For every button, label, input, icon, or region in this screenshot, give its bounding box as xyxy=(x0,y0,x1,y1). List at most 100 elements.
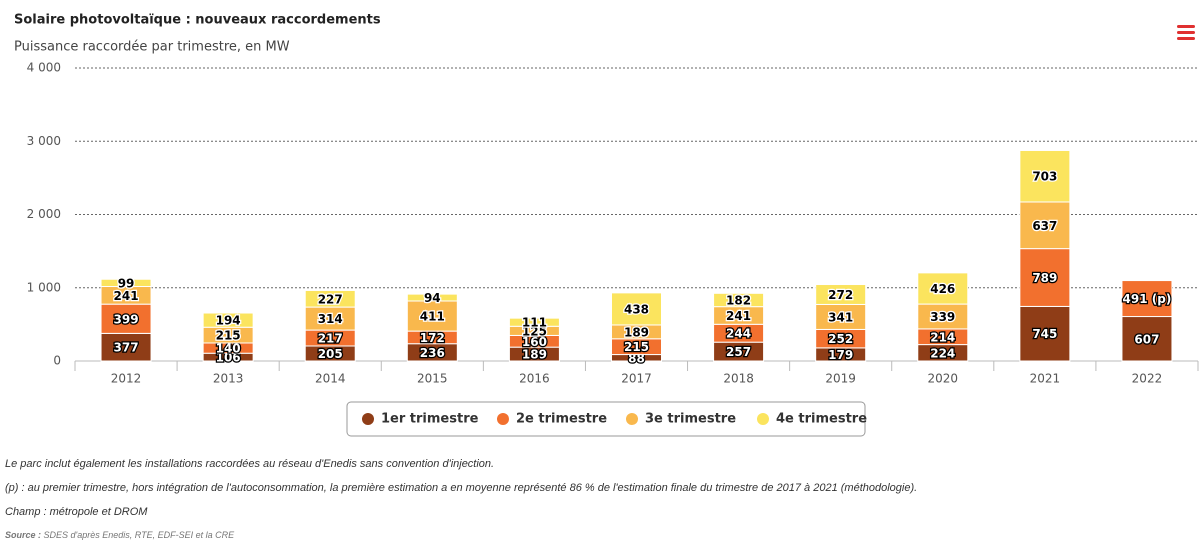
data-label: 252 xyxy=(828,332,853,346)
x-tick-label: 2017 xyxy=(621,372,652,386)
bar-segment xyxy=(1019,201,1071,250)
menu-icon[interactable] xyxy=(1177,25,1195,40)
data-label: 272 xyxy=(828,288,853,302)
data-label: 111 xyxy=(522,316,547,330)
data-label: 140 xyxy=(216,342,241,356)
x-tick-label: 2021 xyxy=(1030,372,1061,386)
data-label: 179 xyxy=(828,348,853,362)
data-label: 314 xyxy=(318,312,343,326)
chart: Solaire photovoltaïque : nouveaux raccor… xyxy=(14,13,1199,437)
note: (p) : au premier trimestre, hors intégra… xyxy=(5,482,918,494)
legend-box xyxy=(346,401,866,437)
legend-item[interactable]: 4e trimestre xyxy=(757,412,867,427)
data-label: 241 xyxy=(726,309,751,323)
bar-segment xyxy=(1019,305,1071,362)
bar-segment xyxy=(406,293,458,302)
data-label: 214 xyxy=(930,330,955,344)
data-label: 189 xyxy=(624,325,649,339)
data-label: 341 xyxy=(828,310,853,324)
data-label: 789 xyxy=(1032,271,1057,285)
legend-marker xyxy=(626,413,638,425)
data-label: 607 xyxy=(1134,332,1159,346)
data-label: 205 xyxy=(318,347,343,361)
legend-marker xyxy=(362,413,374,425)
data-label: 236 xyxy=(420,346,445,360)
y-tick-label: 2 000 xyxy=(27,207,61,221)
y-tick-label: 3 000 xyxy=(27,134,61,148)
legend-label: 3e trimestre xyxy=(645,412,736,427)
legend-item[interactable]: 1er trimestre xyxy=(362,412,479,427)
menu-bar xyxy=(1177,25,1195,28)
data-label: 244 xyxy=(726,327,751,341)
x-tick-label: 2014 xyxy=(315,372,346,386)
y-tick-label: 4 000 xyxy=(27,61,61,75)
data-label: 491 (p) xyxy=(1123,292,1172,306)
chart-subtitle: Puissance raccordée par trimestre, en MW xyxy=(14,40,290,55)
legend-label: 1er trimestre xyxy=(381,412,479,427)
data-label: 215 xyxy=(624,340,649,354)
legend-item[interactable]: 3e trimestre xyxy=(626,412,736,427)
y-tick-label: 0 xyxy=(53,354,61,368)
x-tick-label: 2019 xyxy=(825,372,856,386)
data-label: 241 xyxy=(114,289,139,303)
bar-segment xyxy=(815,284,867,305)
bar-segment xyxy=(1121,280,1173,318)
data-label: 411 xyxy=(420,310,445,324)
x-tick-label: 2018 xyxy=(723,372,754,386)
bar-segment xyxy=(1019,149,1071,203)
data-label: 703 xyxy=(1032,170,1057,184)
source: Source : SDES d'après Enedis, RTE, EDF-S… xyxy=(5,530,234,540)
data-label: 172 xyxy=(420,331,445,345)
data-label: 215 xyxy=(216,329,241,343)
data-label: 194 xyxy=(216,314,241,328)
data-label: 99 xyxy=(118,276,135,290)
data-label: 745 xyxy=(1032,327,1057,341)
y-tick-label: 1 000 xyxy=(27,280,61,294)
data-label: 438 xyxy=(624,302,649,316)
legend-marker xyxy=(757,413,769,425)
data-label: 399 xyxy=(114,312,139,326)
data-label: 339 xyxy=(930,310,955,324)
data-label: 227 xyxy=(318,292,343,306)
bar-segment xyxy=(406,300,458,332)
menu-bar xyxy=(1177,37,1195,40)
data-label: 637 xyxy=(1032,219,1057,233)
x-tick-label: 2013 xyxy=(213,372,244,386)
source-text: SDES d'après Enedis, RTE, EDF-SEI et la … xyxy=(43,530,235,540)
data-label: 257 xyxy=(726,345,751,359)
x-tick-label: 2015 xyxy=(417,372,448,386)
bar-segment xyxy=(713,292,765,308)
legend-label: 2e trimestre xyxy=(516,412,607,427)
bar-segment xyxy=(100,303,152,334)
legend-item[interactable]: 2e trimestre xyxy=(497,412,607,427)
data-label: 94 xyxy=(424,291,441,305)
bar-segment xyxy=(611,292,662,326)
legend-label: 4e trimestre xyxy=(776,412,867,427)
bar-segment xyxy=(1121,316,1173,362)
x-tick-label: 2022 xyxy=(1132,372,1163,386)
data-label: 217 xyxy=(318,332,343,346)
bar-segment xyxy=(508,317,560,327)
x-tick-label: 2020 xyxy=(927,372,958,386)
legend: 1er trimestre 2e trimestre 3e trimestre 4e … xyxy=(346,401,867,437)
chart-title: Solaire photovoltaïque : nouveaux raccor… xyxy=(14,13,381,28)
data-label: 426 xyxy=(930,282,955,296)
note: Le parc inclut également les installatio… xyxy=(5,458,495,470)
legend-marker xyxy=(497,413,509,425)
source-label: Source : xyxy=(5,530,42,540)
bar-segment xyxy=(100,278,152,288)
x-tick-label: 2016 xyxy=(519,372,550,386)
data-label: 189 xyxy=(522,348,547,362)
data-label: 224 xyxy=(930,346,955,360)
data-label: 125 xyxy=(522,324,547,338)
x-tick-label: 2012 xyxy=(111,372,142,386)
bar-segment xyxy=(304,289,356,308)
data-label: 160 xyxy=(522,335,547,349)
bar-segment xyxy=(202,312,254,328)
bar-segment xyxy=(917,272,969,305)
bar-segment xyxy=(815,303,867,330)
menu-bar xyxy=(1177,31,1195,34)
data-label: 182 xyxy=(726,293,751,307)
data-label: 377 xyxy=(114,341,139,355)
